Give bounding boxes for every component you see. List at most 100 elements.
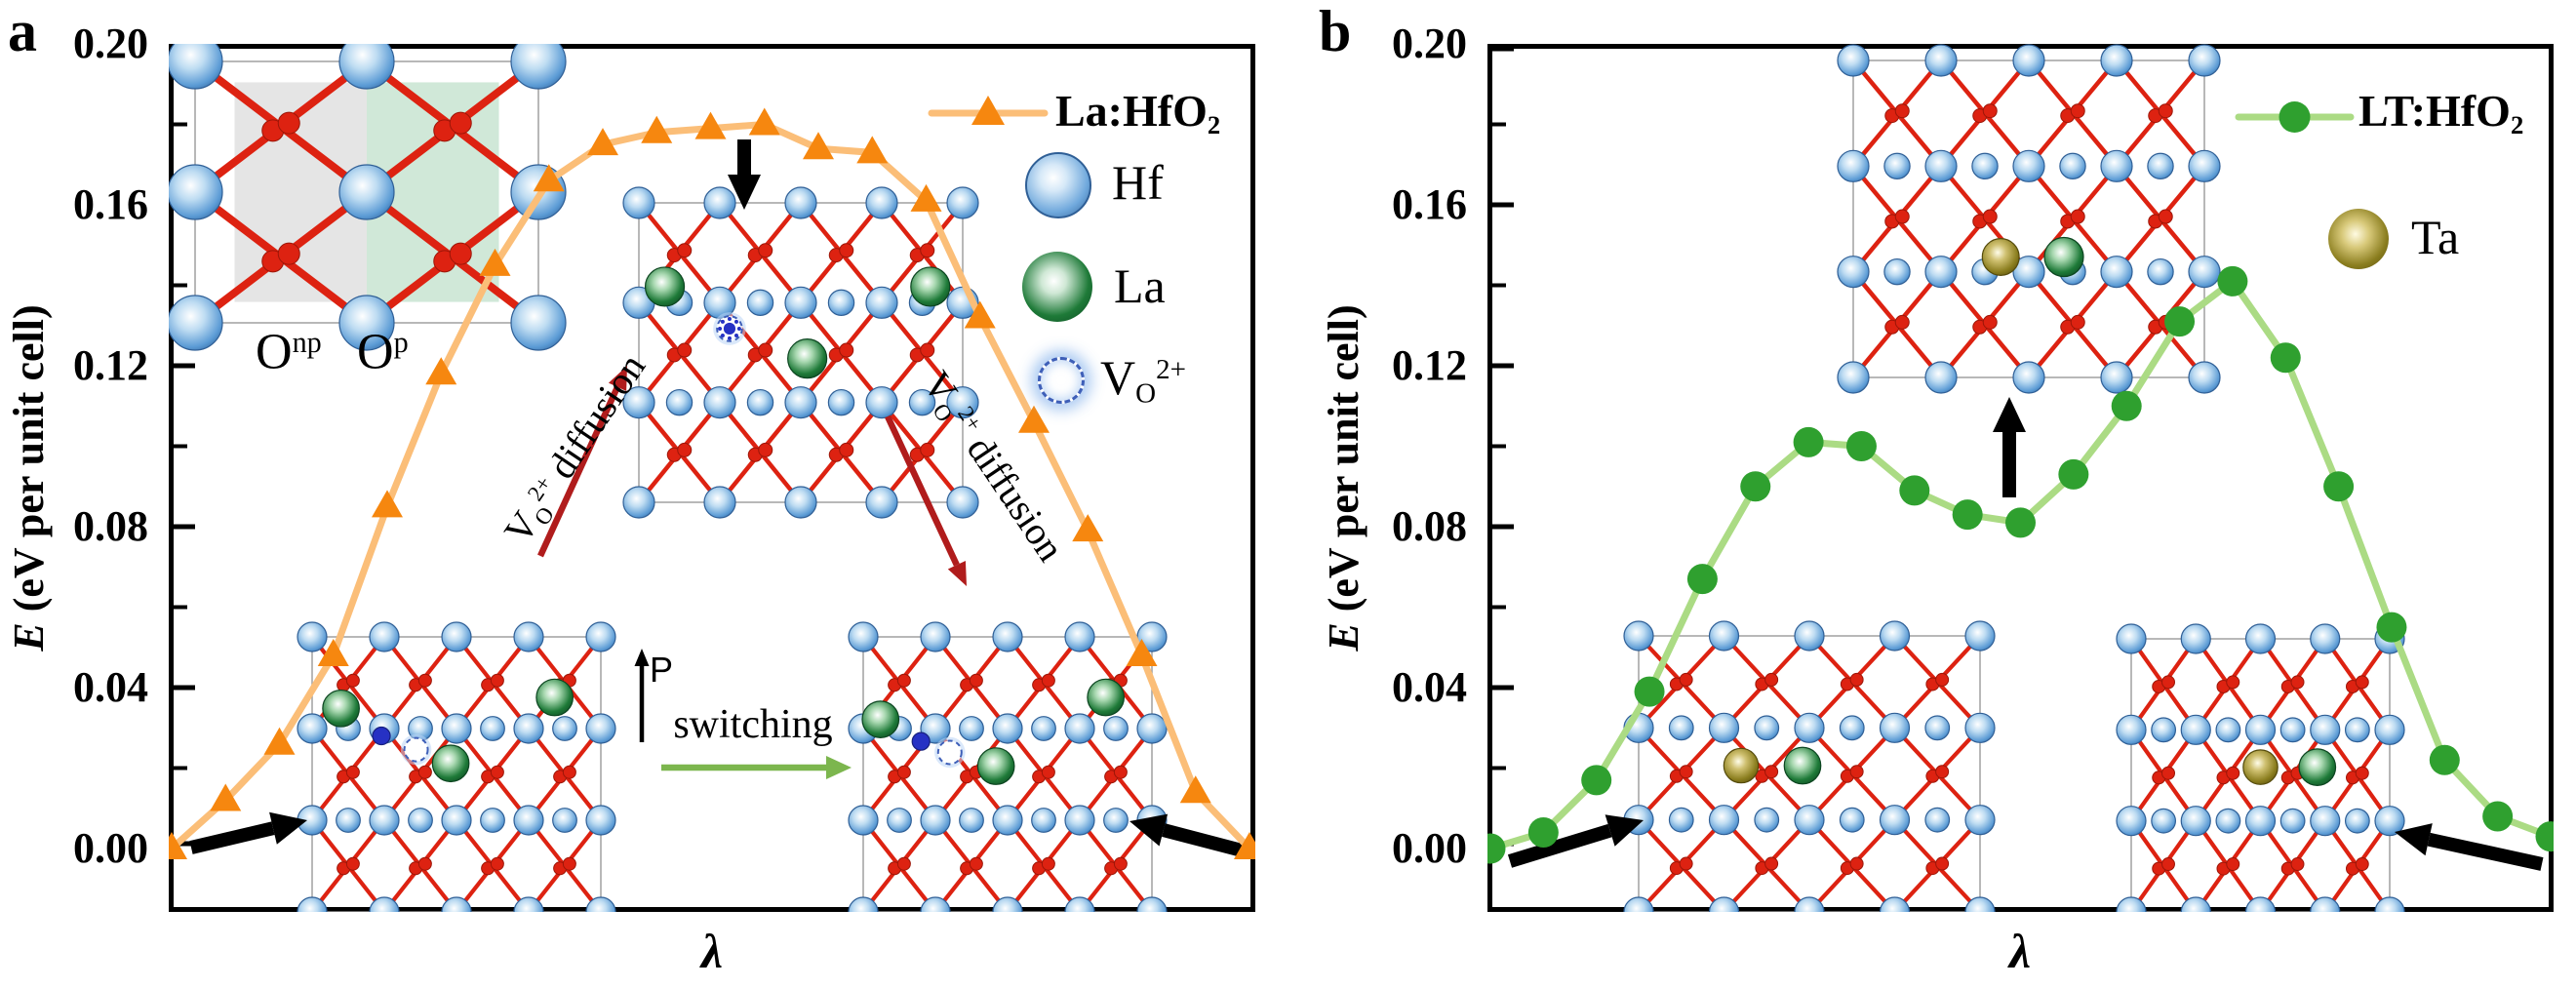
o-atom-icon [1113,765,1128,779]
o-atom-icon [1894,209,1910,224]
o-atom-icon [417,856,432,871]
o-atom-icon [562,765,576,779]
la-atom-icon [2298,748,2337,786]
oxygen-vacancy-icon [934,736,966,769]
data-point-marker [425,357,457,385]
hf-atom-icon [169,295,223,351]
la-atom-icon [976,747,1015,785]
o-bond [1764,771,1803,813]
o-bond [1901,734,1940,776]
o-atom-icon [345,673,360,688]
hf-atom-icon [510,295,567,351]
vo-diffusion-arrow-right-head [947,561,967,586]
hf-atom-icon [992,713,1023,744]
vacancy-core [937,740,962,765]
o-bond [2329,736,2359,778]
initial-state-pointer-arrow-shaft [189,821,275,854]
hf-atom-icon [622,386,655,419]
hf-atom-icon [1136,896,1168,912]
data-point-marker [263,727,296,755]
o-atom-icon [277,242,300,265]
hf-atom-icon [1964,805,1996,836]
vo-diffusion-arrow-left-shaft [537,385,620,558]
hf-atom-icon [2374,714,2405,745]
vo-diffusion-arrow-right-shaft [885,415,960,567]
o-atom-icon [1849,672,1864,687]
o-bond [1815,734,1854,776]
o-atom-icon [839,342,854,358]
hf-atom-icon [338,44,395,90]
hf-atom-icon [746,388,774,416]
o-bond [896,863,931,905]
o-bond [2070,322,2111,370]
o-atom-icon [677,243,693,258]
vacancy-dot [733,333,738,337]
hf-atom-icon [1668,715,1694,741]
o-bond [2161,772,2192,814]
hf-atom-icon [2151,808,2177,834]
o-bond [345,771,379,813]
o-atom-icon [1764,672,1779,687]
hf-atom-icon [585,896,616,912]
hf-atom-icon [622,186,655,219]
legend-sample-marker [2279,101,2311,133]
hf-atom-icon [510,44,567,90]
hf-atom-icon [2374,896,2405,912]
hf-atom-icon [1837,44,1870,77]
hf-atom-icon [1837,361,1870,394]
o-atom-icon [277,111,300,135]
oxygen-vacancy-icon [1038,357,1085,404]
hf-atom-icon [1708,805,1740,836]
vacancy-dot [718,326,723,331]
hf-atom-icon [2244,806,2277,837]
o-bond [896,771,931,813]
hf-atom-icon [297,896,328,912]
o-bond [379,70,456,131]
final-state-inset [848,621,1168,912]
hf-atom-icon [2215,717,2241,743]
o-bond [2070,217,2111,264]
panel_b-frame [1487,44,2554,912]
o-bond [1982,322,2023,370]
hf-atom-icon [2310,714,2341,745]
o-atom-icon [2161,857,2175,872]
hf-atom-icon [1031,716,1056,741]
final-state-pointer-arrow [2395,823,2544,871]
hf-atom-icon [2279,717,2306,743]
o-atom-icon [839,442,854,457]
hf-atom-icon [169,44,223,90]
o-atom-icon [2158,209,2173,224]
switching-arrow-head [826,756,852,779]
o-bond [2035,174,2076,221]
data-point-marker [2058,458,2089,490]
data-point-marker [2429,744,2460,775]
hf-atom-icon [784,186,817,219]
o-bond [888,210,925,256]
o-bond [868,827,902,869]
o-bond [208,70,285,131]
data-point-marker [1072,514,1104,542]
o-bond [1764,863,1803,905]
dip-pointer-arrow [1993,397,2026,497]
hf-atom-icon [920,896,951,912]
o-bond [839,250,876,296]
hf-atom-icon [2147,257,2174,286]
y-tick-label: 0.00 [1392,824,1467,872]
o-bond [2200,736,2231,778]
o-bond [677,450,714,495]
o-bond [888,410,925,455]
o-atom-icon [2355,675,2369,690]
hf-atom-icon [1971,152,1999,180]
hf-atom-icon [1136,713,1168,744]
legend-sample-marker [971,96,1005,125]
data-point-marker [372,490,403,518]
o-bond [2070,110,2111,158]
hf-atom-icon [703,386,736,419]
hf-atom-icon [369,805,400,836]
hf-atom-icon [2116,806,2147,837]
data-point-marker [2482,801,2514,832]
hf-atom-icon [513,896,544,912]
dip-pointer-arrow-head [1993,397,2026,432]
hf-atom-icon [1623,620,1654,652]
hf-atom-icon [2100,256,2133,289]
